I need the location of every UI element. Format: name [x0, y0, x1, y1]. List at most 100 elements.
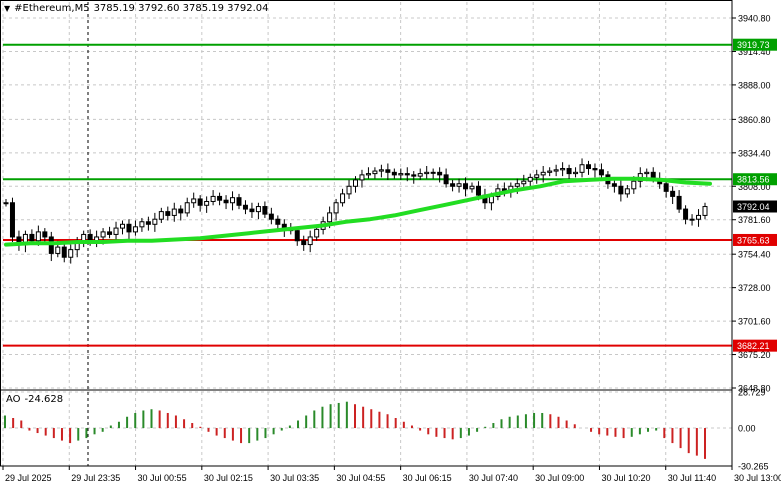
current-price-label: 3792.04: [737, 202, 770, 212]
candle-body: [236, 197, 242, 206]
symbol-menu-arrow-icon[interactable]: ▼: [4, 4, 11, 13]
level-price-tag: [733, 173, 777, 186]
candle-body: [268, 213, 274, 220]
candle-body: [145, 221, 151, 225]
candle-body: [411, 174, 417, 177]
candle-body: [378, 169, 384, 172]
candle-body: [560, 168, 566, 171]
price-tick-label: 3648.80: [738, 384, 771, 394]
time-tick-label: 30 Jul 03:35: [270, 473, 319, 483]
price-tick-label: 3888.00: [738, 80, 771, 90]
candle-body: [586, 164, 591, 170]
time-tick-label: 30 Jul 06:15: [403, 473, 452, 483]
candle-body: [107, 231, 113, 235]
candle-body: [191, 198, 197, 204]
candle-body: [35, 231, 41, 242]
candle-body: [87, 233, 93, 242]
candle-body: [670, 190, 676, 197]
candle-body: [365, 173, 371, 176]
time-tick-label: 29 Jul 2025: [5, 473, 52, 483]
candle-body: [197, 198, 203, 206]
time-axis[interactable]: 29 Jul 2025 29 Jul 23:35 30 Jul 00:55 30 Ju…: [0, 465, 781, 483]
candle-body: [424, 171, 430, 175]
candle-body: [3, 202, 9, 205]
candle-body: [592, 168, 598, 171]
candle-body: [475, 185, 481, 196]
ao-axis-label: 0.00: [738, 424, 756, 434]
price-tick-label: 3675.20: [738, 350, 771, 360]
level-price-tag: [733, 38, 777, 51]
candle-body: [327, 212, 333, 223]
candle-body: [74, 242, 80, 251]
candle-body: [340, 193, 346, 204]
candle-body: [113, 227, 119, 235]
candle-body: [158, 211, 164, 220]
candle-body: [398, 173, 404, 176]
candle-body: [139, 221, 145, 228]
time-tick-label: 30 Jul 07:40: [469, 473, 518, 483]
chart-frame: [0, 0, 732, 466]
candle-body: [223, 199, 229, 204]
candle-body: [346, 185, 352, 195]
candle-body: [210, 195, 216, 202]
candle-body: [463, 183, 469, 190]
candle-body: [353, 179, 358, 187]
ohlc-values: 3785.19 3792.60 3785.19 3792.04: [93, 3, 269, 14]
candle-body: [676, 195, 682, 210]
candle-body: [579, 164, 585, 173]
candle-body: [314, 228, 320, 238]
price-tick-label: 3728.00: [738, 283, 771, 293]
time-tick-label: 30 Jul 00:55: [138, 473, 187, 483]
candle-body: [171, 208, 177, 216]
candle-body: [152, 218, 158, 225]
ao-value: -24.628: [24, 394, 64, 405]
price-tick-label: 3940.80: [738, 14, 771, 24]
candle-body: [242, 204, 248, 210]
level-price-label: 3813.56: [737, 175, 770, 185]
level-price-label: 3682.21: [737, 341, 770, 351]
level-price-tag: [733, 339, 777, 352]
ao-histogram: [4, 401, 706, 459]
candle-body: [275, 218, 281, 225]
candle-body: [61, 246, 67, 258]
price-tick-label: 3701.60: [738, 317, 771, 327]
price-tick-label: 3914.40: [738, 47, 771, 57]
price-tick-label: 3781.60: [738, 215, 771, 225]
price-tick-label: 3860.80: [738, 115, 771, 125]
chart-header: ▼ #Ethereum,M5 3785.19 3792.60 3785.19 3…: [4, 3, 269, 15]
candle-body: [100, 231, 106, 238]
candle-body: [618, 185, 624, 195]
candle-body: [249, 208, 255, 213]
candle-body: [120, 223, 125, 229]
candle-body: [385, 169, 391, 173]
chart-grid: [2, 2, 733, 467]
candle-body: [696, 214, 702, 220]
time-tick-label: 30 Jul 11:40: [668, 473, 716, 483]
candle-body: [294, 230, 300, 242]
price-panel: [3, 2, 732, 388]
price-tick-label: 3754.40: [738, 250, 771, 260]
candle-body: [404, 173, 410, 176]
symbol-timeframe: #Ethereum,M5: [14, 3, 90, 14]
candle-body: [29, 233, 35, 242]
candle-body: [521, 180, 527, 185]
candle-body: [624, 188, 630, 195]
candle-body: [178, 208, 184, 214]
candle-body: [540, 171, 546, 176]
candle-body: [307, 236, 313, 246]
moving-average-line: [4, 176, 712, 247]
candle-body: [68, 249, 74, 258]
candle-body: [132, 226, 138, 233]
price-tick-label: 3808.00: [738, 182, 771, 192]
candle-body: [547, 170, 553, 173]
time-tick-label: 30 Jul 02:15: [204, 473, 253, 483]
moving-average: [4, 176, 712, 247]
time-tick-label: 30 Jul 04:55: [336, 473, 385, 483]
candle-body: [217, 195, 223, 201]
price-axis[interactable]: 3940.80 3914.40 3888.00 3860.80 3834.40 3808.…: [731, 0, 777, 472]
time-tick-label: 30 Jul 10:20: [601, 473, 650, 483]
ao-name: AO: [6, 394, 21, 405]
ao-header: AO -24.628: [6, 394, 63, 405]
candle-body: [262, 206, 268, 215]
